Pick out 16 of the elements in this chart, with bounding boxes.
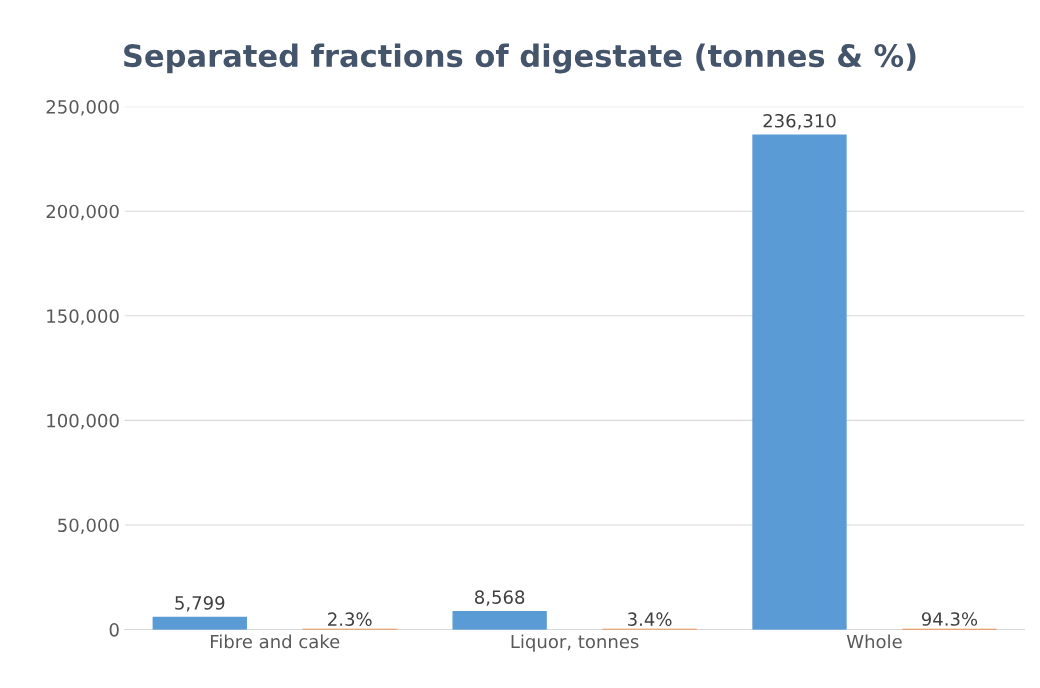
data-label: 94.3% (921, 612, 978, 626)
y-tick-label: 0 (109, 622, 119, 637)
y-tick-label: 250,000 (46, 100, 119, 116)
data-label: 236,310 (763, 113, 836, 130)
data-label: 2.3% (328, 612, 372, 627)
data-label: 8,568 (475, 590, 525, 606)
y-tick-label: 100,000 (47, 413, 119, 430)
x-tick-label: Fibre and cake (210, 634, 340, 649)
x-tick-label: Liquor, tonnes (511, 634, 639, 652)
data-label: 3.4% (628, 612, 672, 627)
y-tick-label: 150,000 (47, 309, 119, 325)
chart-title: Separated fractions of digestate (tonnes & %) (124, 43, 916, 74)
data-label: 5,799 (175, 596, 225, 612)
x-tick-label: Whole (846, 634, 902, 649)
y-tick-label: 50,000 (58, 518, 119, 534)
y-tick-label: 200,000 (46, 204, 119, 221)
